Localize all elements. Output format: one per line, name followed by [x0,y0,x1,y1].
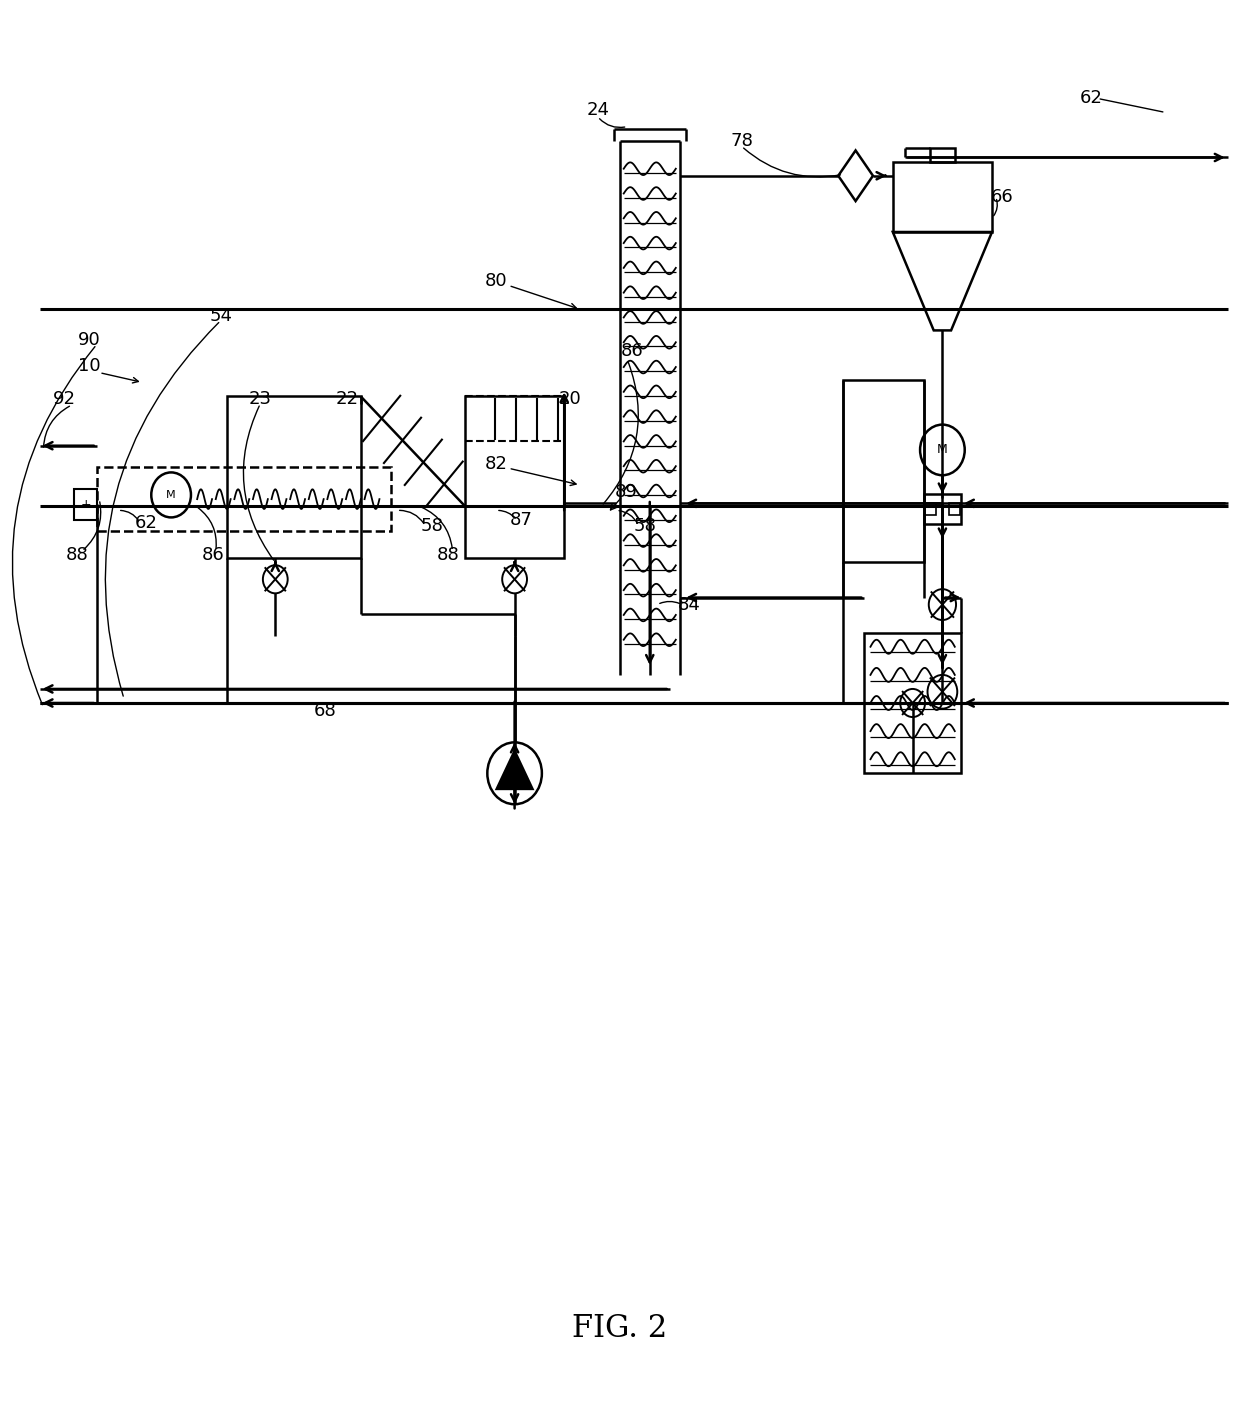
Bar [97,467,391,531]
Bar [864,633,961,773]
Text: 68: 68 [314,703,336,720]
Bar [74,489,97,520]
Text: +: + [81,498,91,512]
Text: 78: 78 [730,132,753,149]
Bar [465,396,564,558]
Text: 62: 62 [1080,90,1102,107]
Text: M: M [166,489,176,501]
Bar [924,494,961,524]
Text: 22: 22 [336,391,358,408]
Bar [949,502,960,515]
Bar [227,396,361,558]
Text: 92: 92 [53,391,76,408]
Text: 88: 88 [436,547,459,564]
Text: 84: 84 [678,596,701,613]
Bar [925,502,936,515]
Text: 58: 58 [420,517,443,534]
Text: 86: 86 [202,547,224,564]
Bar [843,380,924,562]
Text: 58: 58 [634,517,656,534]
Text: 23: 23 [249,391,272,408]
Text: 20: 20 [559,391,582,408]
Text: 86: 86 [621,343,644,360]
Polygon shape [495,748,534,790]
Text: 80: 80 [485,273,507,290]
Text: 10: 10 [78,357,100,374]
Text: FIG. 2: FIG. 2 [573,1313,667,1344]
Text: 90: 90 [78,332,100,349]
Text: 66: 66 [991,188,1013,205]
Bar [893,162,992,232]
Text: 62: 62 [135,515,157,531]
Text: M: M [937,443,947,457]
Text: 82: 82 [485,456,507,472]
Text: 88: 88 [66,547,88,564]
Text: 87: 87 [510,512,532,529]
Text: 54: 54 [210,308,232,325]
Bar [930,148,955,162]
Text: 89: 89 [615,484,637,501]
Text: 24: 24 [587,101,609,118]
